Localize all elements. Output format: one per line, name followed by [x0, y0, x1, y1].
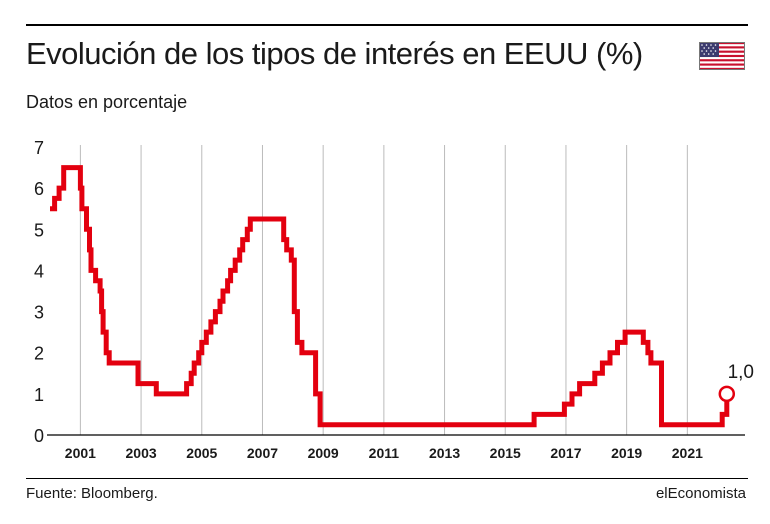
series-line [50, 165, 730, 428]
x-tick-label-2017: 2017 [550, 445, 581, 461]
x-tick-label-2007: 2007 [247, 445, 278, 461]
y-tick-label-5: 5 [34, 220, 44, 240]
chart-subtitle: Datos en porcentaje [26, 92, 188, 112]
y-tick-label-2: 2 [34, 344, 44, 364]
x-tick-label-2019: 2019 [611, 445, 642, 461]
y-axis-ticks: 0 1 2 3 4 5 6 7 [34, 138, 44, 446]
us-flag-icon [699, 42, 745, 70]
end-point-label: 1,0 [728, 362, 754, 383]
x-tick-label-2015: 2015 [490, 445, 521, 461]
x-tick-label-2009: 2009 [308, 445, 339, 461]
grid-lines [79, 145, 688, 435]
top-rule [26, 24, 748, 26]
x-tick-label-2011: 2011 [369, 445, 400, 461]
y-tick-label-0: 0 [34, 426, 44, 446]
x-tick-label-2021: 2021 [672, 445, 703, 461]
y-tick-label-1: 1 [34, 385, 44, 405]
x-tick-label-2005: 2005 [186, 445, 217, 461]
x-tick-label-2013: 2013 [429, 445, 460, 461]
end-point-marker [718, 385, 736, 403]
y-tick-label-3: 3 [34, 303, 44, 323]
chart-title: Evolución de los tipos de interés en EEU… [26, 36, 643, 71]
y-tick-label-7: 7 [34, 138, 44, 158]
source-note: Fuente: Bloomberg. [26, 485, 158, 502]
y-tick-label-4: 4 [34, 261, 44, 281]
x-tick-label-2001: 2001 [65, 445, 96, 461]
brand-logo: elEconomista [655, 485, 746, 502]
x-tick-label-2003: 2003 [126, 445, 157, 461]
y-tick-label-6: 6 [34, 179, 44, 199]
x-axis-ticks: 2001 2003 2005 2007 2009 2011 2013 2015 2017 2019… [65, 445, 703, 461]
bottom-rule [26, 478, 748, 479]
